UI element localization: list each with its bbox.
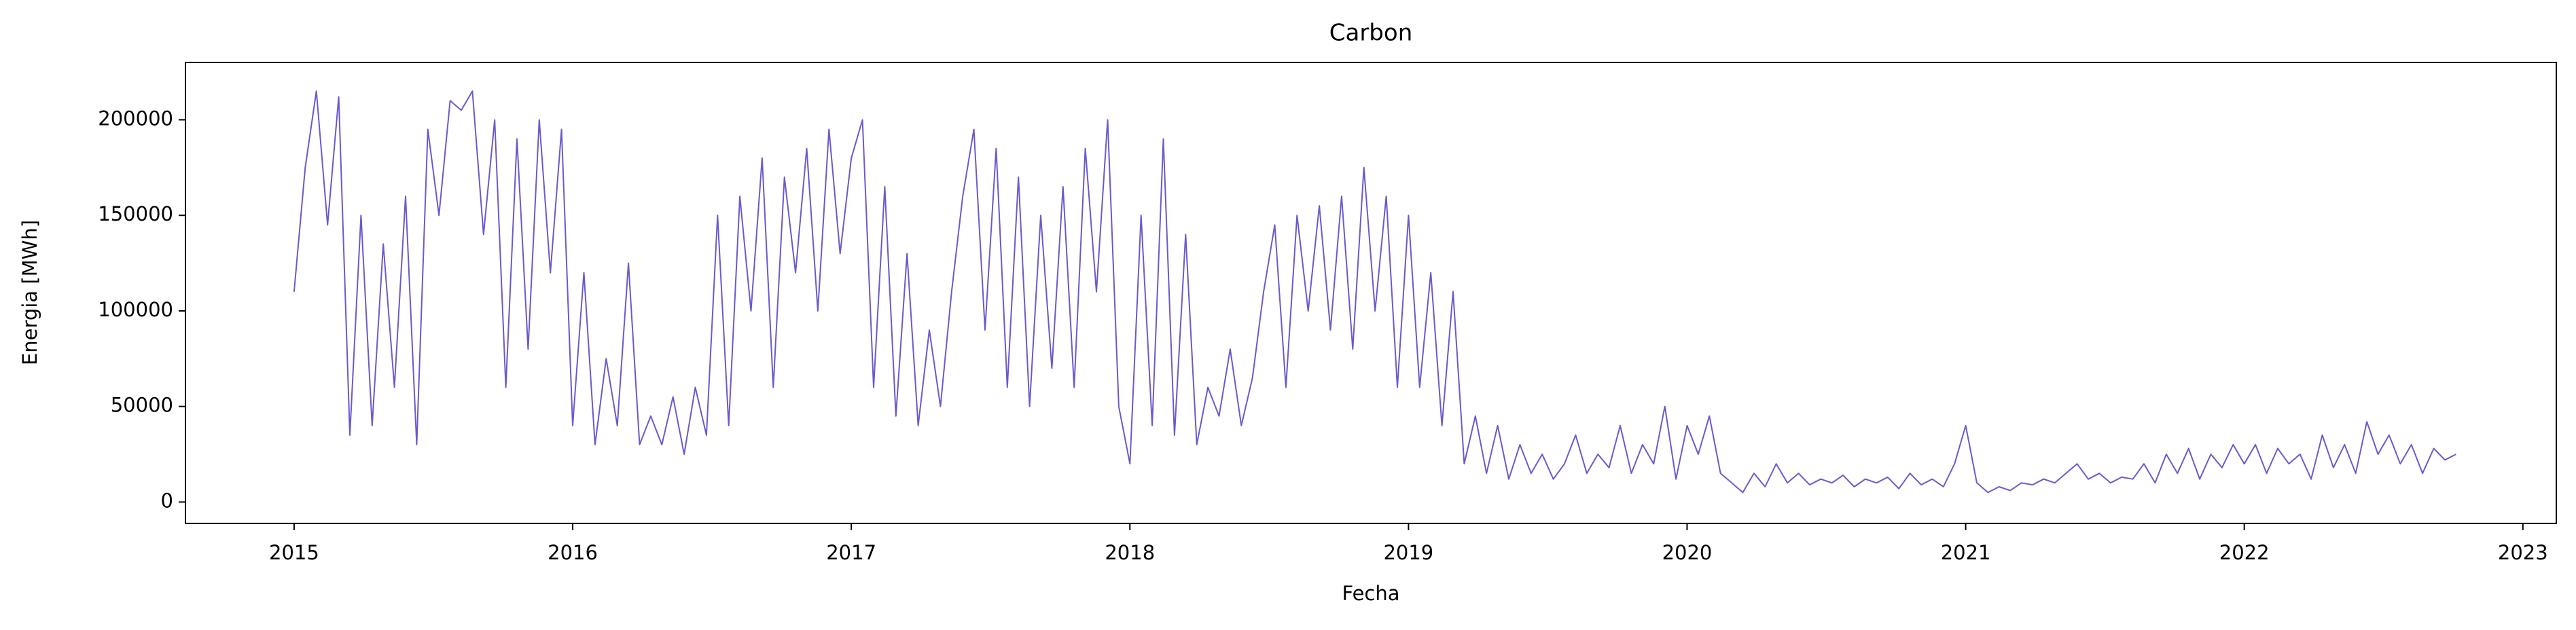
y-tick-label: 50000 xyxy=(111,394,173,417)
x-tick-label: 2017 xyxy=(826,541,876,564)
x-tick-label: 2023 xyxy=(2498,541,2548,564)
chart-title: Carbon xyxy=(1329,20,1413,47)
y-axis-label: Energia [MWh] xyxy=(18,220,41,365)
x-tick-label: 2021 xyxy=(1941,541,1991,564)
x-tick-label: 2019 xyxy=(1383,541,1433,564)
plot-frame xyxy=(185,62,2557,524)
y-tick-label: 150000 xyxy=(98,202,173,225)
y-tick-label: 0 xyxy=(161,489,173,512)
y-tick-label: 100000 xyxy=(98,298,173,321)
x-tick-label: 2016 xyxy=(548,541,598,564)
x-tick-label: 2022 xyxy=(2219,541,2270,564)
y-tick-label: 200000 xyxy=(98,107,173,130)
x-tick-label: 2015 xyxy=(269,541,319,564)
x-tick-label: 2018 xyxy=(1105,541,1155,564)
x-axis-label: Fecha xyxy=(1342,582,1399,605)
x-tick-label: 2020 xyxy=(1662,541,1713,564)
data-line xyxy=(293,90,2456,494)
